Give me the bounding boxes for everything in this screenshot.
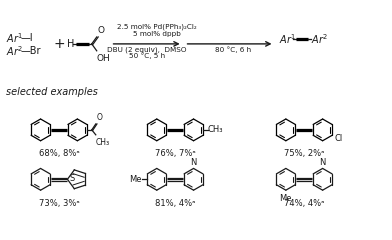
Text: Cl: Cl [334,134,342,143]
Text: H: H [67,39,74,49]
Text: CH₃: CH₃ [96,138,110,147]
Text: 68%, 8%ᵃ: 68%, 8%ᵃ [38,149,79,158]
Text: 75%, 2%ᵃ: 75%, 2%ᵃ [284,149,325,158]
Text: 81%, 4%ᵃ: 81%, 4%ᵃ [155,198,195,208]
Text: —I: —I [20,33,33,43]
Text: 74%, 4%ᵃ: 74%, 4%ᵃ [284,198,325,208]
Text: 80 °C, 6 h: 80 °C, 6 h [216,47,252,53]
Text: Me: Me [279,194,292,203]
Text: Ar$^1$: Ar$^1$ [279,32,296,46]
Text: 2.5 mol% Pd(PPh₃)₂Cl₂: 2.5 mol% Pd(PPh₃)₂Cl₂ [117,24,196,30]
Text: —Br: —Br [20,46,41,56]
Text: O: O [97,113,103,122]
Text: Ar$^1$: Ar$^1$ [6,31,23,45]
Text: N: N [319,158,326,168]
Text: +: + [53,37,65,51]
Text: Ar$^2$: Ar$^2$ [6,44,23,58]
Text: OH: OH [97,54,111,63]
Text: N: N [191,158,197,168]
Text: 76%, 7%ᵃ: 76%, 7%ᵃ [155,149,196,158]
Text: DBU (2 equiv),  DMSO: DBU (2 equiv), DMSO [107,47,186,53]
Text: Ar$^2$: Ar$^2$ [311,32,328,46]
Text: CH₃: CH₃ [208,125,223,134]
Text: O: O [98,26,105,35]
Text: 73%, 3%ᵃ: 73%, 3%ᵃ [38,198,79,208]
Text: S: S [69,174,74,183]
Text: 50 °C, 5 h: 50 °C, 5 h [129,52,165,59]
Text: Me: Me [129,175,142,184]
Text: selected examples: selected examples [6,87,98,97]
Text: 5 mol% dppb: 5 mol% dppb [132,31,180,37]
